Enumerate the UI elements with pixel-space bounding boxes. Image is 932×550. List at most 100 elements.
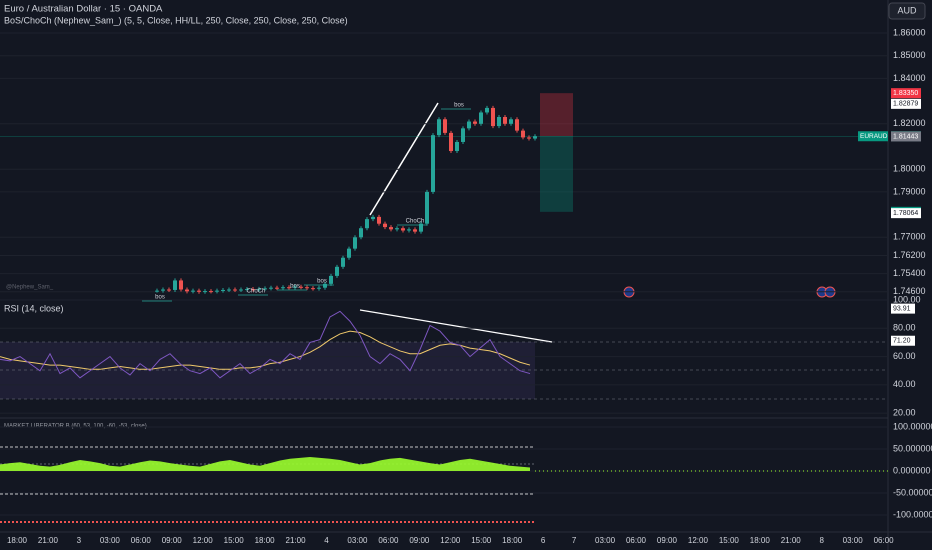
candle	[437, 119, 441, 136]
candle	[497, 116, 501, 127]
candle	[371, 216, 375, 220]
x-tick-label: 03:00	[100, 536, 121, 545]
stop-zone	[540, 93, 573, 137]
x-tick-label: 4	[324, 536, 329, 545]
rsi-ma	[0, 330, 531, 370]
candle	[515, 119, 519, 131]
candle	[533, 136, 537, 139]
x-tick-label: 06:00	[874, 536, 895, 545]
rsi-band-active	[342, 342, 535, 399]
price-tag	[891, 208, 921, 219]
y-tick-label: 40.00	[893, 379, 916, 389]
price-tag-label: 1.82879	[893, 101, 918, 108]
y-tick-label: 60.00	[893, 351, 916, 361]
candle	[359, 228, 363, 238]
candle	[209, 291, 213, 293]
candle	[305, 287, 309, 289]
x-tick-label: 8	[819, 536, 824, 545]
structure-label: ChoCh	[247, 289, 266, 295]
currency-button[interactable]	[888, 2, 926, 20]
candle	[347, 248, 351, 258]
y-tick-label: 1.86000	[893, 27, 926, 37]
price-tag-label: 1.83350	[893, 90, 918, 97]
candle	[431, 135, 435, 192]
x-tick-label: 7	[572, 536, 577, 545]
candle	[233, 289, 237, 291]
structure-label: bos	[454, 103, 464, 109]
candle	[167, 289, 171, 291]
candle	[527, 137, 531, 139]
x-tick-label: 15:00	[224, 536, 245, 545]
watermark: @Nephew_Sam_	[6, 285, 54, 291]
candle	[353, 237, 357, 249]
candle	[503, 116, 507, 124]
candle	[323, 283, 327, 288]
x-tick-label: 09:00	[657, 536, 678, 545]
candle	[293, 286, 297, 288]
candle	[269, 287, 273, 289]
structure-label: ChoCh	[406, 219, 425, 225]
x-tick-label: 06:00	[626, 536, 647, 545]
price-tag	[891, 98, 921, 109]
candle	[221, 289, 225, 291]
candle	[413, 229, 417, 232]
candle	[281, 287, 285, 289]
price-tag-label: 1.78064	[893, 210, 918, 217]
x-tick-label: 15:00	[471, 536, 492, 545]
candle	[215, 290, 219, 292]
candle	[509, 119, 513, 124]
candle	[479, 112, 483, 124]
candle	[401, 228, 405, 231]
candle	[467, 121, 471, 129]
candle	[491, 107, 495, 127]
candle	[425, 191, 429, 224]
x-tick-label: 18:00	[502, 536, 523, 545]
candle	[239, 289, 243, 291]
candle	[485, 107, 489, 113]
symbol-tag	[858, 131, 888, 142]
candle	[455, 141, 459, 152]
y-tick-label: 1.84000	[893, 73, 926, 83]
x-tick-label: 06:00	[378, 536, 399, 545]
candle	[365, 219, 369, 229]
candle	[311, 288, 315, 290]
x-tick-label: 03:00	[347, 536, 368, 545]
structure-label: bos	[155, 295, 165, 301]
price-tag-label: 1.81443	[893, 133, 918, 140]
y-tick-label: 1.77000	[893, 232, 926, 242]
candle	[407, 229, 411, 231]
candle	[251, 289, 255, 291]
candle	[197, 290, 201, 292]
x-tick-label: 21:00	[781, 536, 802, 545]
candle	[245, 289, 249, 291]
rsi-tag-label: 71.20	[893, 338, 911, 345]
candle	[443, 119, 447, 133]
x-tick-label: 03:00	[595, 536, 616, 545]
structure-label: bos	[290, 284, 300, 290]
candle	[263, 288, 267, 290]
y-tick-label: 1.76200	[893, 250, 926, 260]
candle	[275, 287, 279, 289]
target-zone	[540, 136, 573, 212]
y-tick-label: -50.000000	[893, 487, 932, 497]
trend-line	[369, 102, 439, 216]
y-tick-label: 50.000000	[893, 443, 932, 453]
x-tick-label: 12:00	[440, 536, 461, 545]
candle	[299, 286, 303, 288]
indicator-title: BoS/ChoCh (Nephew_Sam_) (5, 5, Close, HH…	[4, 15, 348, 25]
candle	[191, 290, 195, 292]
y-tick-label: 1.74600	[893, 286, 926, 296]
x-tick-label: 3	[77, 536, 82, 545]
rsi-tag	[891, 335, 915, 346]
currency[interactable]: AUD	[897, 5, 917, 15]
rsi-tag-label: 93.91	[893, 305, 911, 312]
x-tick-label: 09:00	[162, 536, 183, 545]
x-tick-label: 6	[541, 536, 546, 545]
x-tick-label: 06:00	[131, 536, 152, 545]
candle	[389, 227, 393, 230]
candle	[521, 130, 525, 138]
candle	[317, 287, 321, 289]
candle	[185, 289, 189, 292]
osc-fill	[0, 456, 530, 472]
y-tick-label: 1.80000	[893, 164, 926, 174]
